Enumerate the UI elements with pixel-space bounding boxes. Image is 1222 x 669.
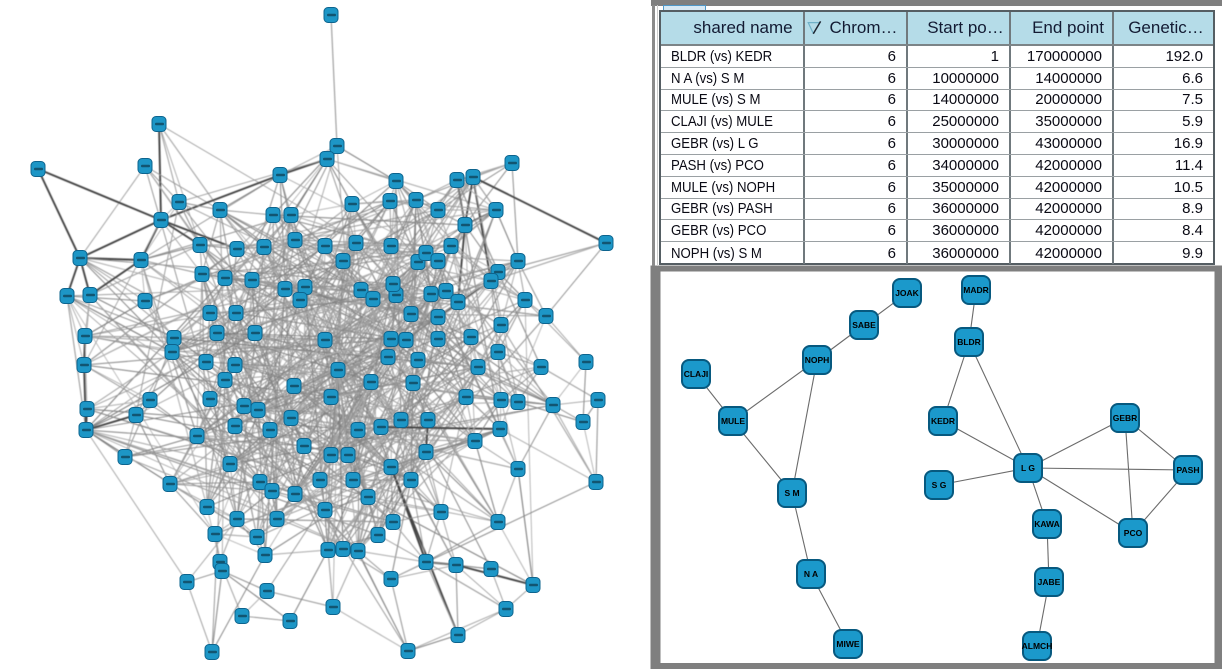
svg-text:MIWE: MIWE bbox=[836, 639, 859, 649]
svg-text:CLAJI: CLAJI bbox=[684, 369, 709, 379]
svg-text:MULE: MULE bbox=[721, 416, 745, 426]
svg-text:JOAK: JOAK bbox=[895, 288, 919, 298]
svg-text:MADR: MADR bbox=[963, 285, 989, 295]
svg-text:BLDR: BLDR bbox=[957, 337, 981, 347]
svg-text:PCO: PCO bbox=[1124, 528, 1143, 538]
svg-text:JABE: JABE bbox=[1038, 577, 1061, 587]
svg-text:KEDR: KEDR bbox=[931, 416, 955, 426]
svg-text:PASH: PASH bbox=[1177, 465, 1200, 475]
svg-text:KAWA: KAWA bbox=[1034, 519, 1060, 529]
svg-text:GEBR: GEBR bbox=[1113, 413, 1138, 423]
svg-text:S M: S M bbox=[784, 488, 799, 498]
svg-text:N A: N A bbox=[804, 569, 818, 579]
svg-text:SABE: SABE bbox=[852, 320, 876, 330]
svg-text:NOPH: NOPH bbox=[805, 355, 830, 365]
svg-text:S G: S G bbox=[932, 480, 947, 490]
svg-text:ALMCH: ALMCH bbox=[1022, 641, 1053, 651]
svg-text:L G: L G bbox=[1021, 463, 1035, 473]
